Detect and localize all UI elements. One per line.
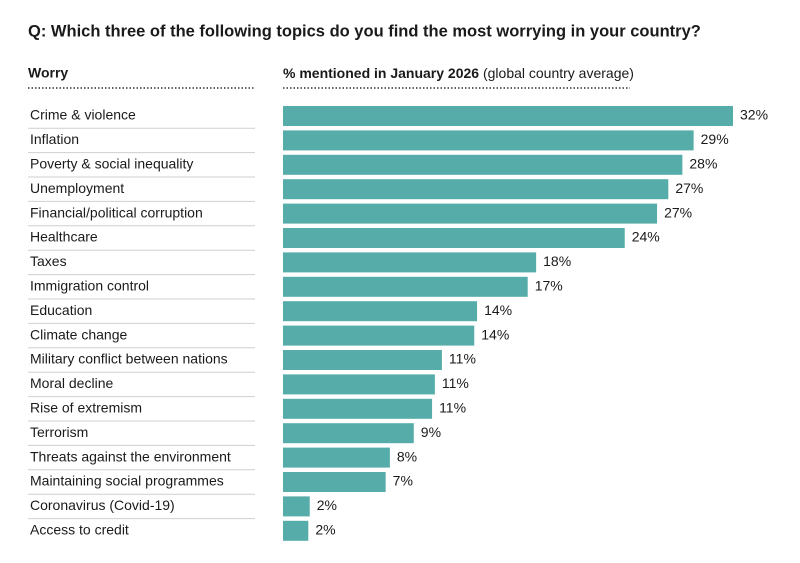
value-label: 18% <box>543 253 571 269</box>
bar <box>283 398 433 419</box>
bar <box>283 350 442 370</box>
bar <box>283 472 386 492</box>
value-label: 2% <box>317 497 337 513</box>
bar <box>283 423 414 444</box>
value-label: 7% <box>393 473 413 489</box>
category-label: Taxes <box>30 253 67 269</box>
category-label: Crime & violence <box>30 107 136 123</box>
bar <box>283 252 537 273</box>
bar <box>283 203 658 224</box>
value-label: 27% <box>675 180 703 196</box>
category-label: Financial/political corruption <box>30 204 203 220</box>
value-label: 14% <box>484 302 512 318</box>
bar <box>283 154 683 175</box>
value-header-note: (global country average) <box>483 65 634 81</box>
category-label: Immigration control <box>30 278 149 294</box>
bar <box>283 520 309 541</box>
value-label: 29% <box>701 131 729 147</box>
category-label: Inflation <box>30 131 79 147</box>
category-label: Access to credit <box>30 522 129 538</box>
category-label: Moral decline <box>30 375 113 391</box>
category-label: Maintaining social programmes <box>30 473 224 489</box>
value-label: 17% <box>535 278 563 294</box>
value-label: 11% <box>442 375 469 391</box>
bar <box>283 447 390 468</box>
category-label: Unemployment <box>30 180 124 196</box>
category-label: Threats against the environment <box>30 448 231 464</box>
bar <box>283 228 625 248</box>
bar <box>283 496 310 517</box>
value-label: 27% <box>664 204 692 220</box>
value-label: 9% <box>421 424 441 440</box>
value-label: 11% <box>449 351 476 367</box>
bar <box>283 179 669 200</box>
bar <box>283 301 478 322</box>
category-label: Poverty & social inequality <box>30 156 193 172</box>
value-label: 11% <box>439 400 466 416</box>
category-label: Rise of extremism <box>30 400 142 416</box>
value-label: 28% <box>689 156 717 172</box>
category-label: Terrorism <box>30 424 88 440</box>
category-label: Healthcare <box>30 229 98 245</box>
value-label: 2% <box>315 522 335 538</box>
value-label: 32% <box>740 107 768 123</box>
value-label: 14% <box>481 326 509 342</box>
bar <box>283 130 694 151</box>
bar <box>283 106 733 126</box>
category-label: Military conflict between nations <box>30 351 228 367</box>
category-label: Coronavirus (Covid-19) <box>30 497 175 513</box>
chart-title: Q: Which three of the following topics d… <box>28 22 701 40</box>
value-label: 24% <box>632 229 660 245</box>
value-header-main: % mentioned in January 2026 <box>283 65 479 81</box>
bar <box>283 325 475 346</box>
category-label: Climate change <box>30 326 127 342</box>
value-label: 8% <box>397 448 417 464</box>
category-label: Education <box>30 302 92 318</box>
category-header: Worry <box>28 65 68 81</box>
value-header: % mentioned in January 2026 (global coun… <box>283 65 634 81</box>
bar <box>283 276 528 297</box>
bar <box>283 374 435 395</box>
